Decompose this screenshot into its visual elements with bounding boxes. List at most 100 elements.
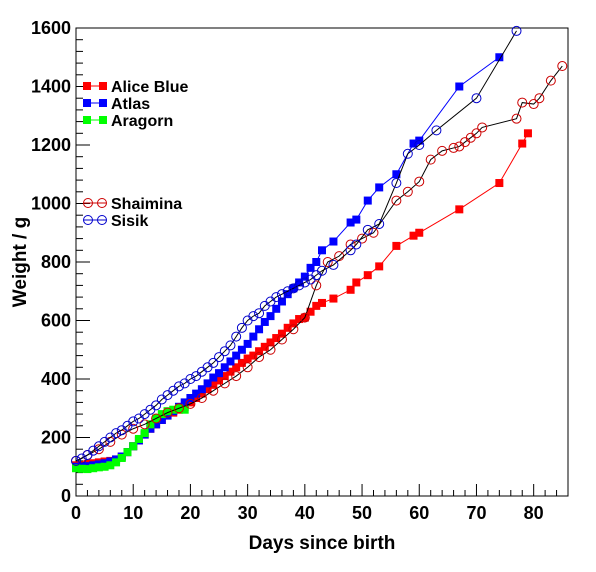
data-point [226, 367, 235, 376]
data-point [140, 429, 149, 438]
data-point [346, 285, 355, 294]
data-point [329, 237, 338, 246]
y-tick-label: 1000 [31, 194, 71, 214]
data-point [232, 363, 241, 372]
y-tick-label: 400 [41, 369, 71, 389]
data-point [146, 420, 155, 429]
data-point [402, 148, 413, 159]
data-point [346, 218, 355, 227]
data-point [288, 283, 299, 294]
data-point [254, 352, 265, 363]
data-point [289, 319, 298, 328]
series-line [75, 65, 563, 462]
data-point [518, 139, 527, 148]
legend-marker [97, 215, 107, 225]
data-point [375, 262, 384, 271]
y-tick-label: 1600 [31, 18, 71, 38]
data-point [248, 311, 259, 322]
y-axis-title: Weight / g [10, 217, 31, 307]
legend-item: Shaimina [83, 196, 182, 213]
data-point [260, 317, 269, 326]
data-point [157, 415, 166, 424]
legend-label: Aragorn [111, 113, 173, 130]
data-point [76, 453, 87, 464]
series-line [75, 30, 517, 462]
data-point [139, 419, 150, 430]
data-point [203, 385, 212, 394]
data-point [317, 265, 327, 276]
data-point [180, 405, 189, 414]
x-tick-label: 60 [409, 503, 429, 523]
y-tick-label: 1400 [31, 77, 71, 97]
data-point [391, 178, 402, 189]
data-point [312, 301, 321, 310]
data-point [186, 394, 195, 403]
data-point [219, 346, 230, 357]
data-point [146, 424, 155, 433]
data-point [134, 434, 143, 443]
data-point [288, 324, 299, 335]
data-point [272, 304, 281, 313]
data-point [523, 129, 532, 138]
legend-item: Sisik [83, 213, 148, 230]
legend-marker [99, 116, 107, 124]
data-point [299, 312, 310, 323]
data-point [272, 334, 281, 343]
legend-marker [83, 215, 93, 225]
data-point [208, 385, 219, 396]
x-axis-title: Days since birth [249, 533, 396, 554]
series-line [76, 133, 529, 466]
data-point [557, 61, 568, 72]
data-point [169, 405, 178, 414]
legend-marker [99, 82, 107, 90]
data-point [117, 453, 126, 462]
data-point [471, 128, 482, 139]
data-point [163, 407, 172, 416]
data-point [203, 379, 212, 388]
data-point [209, 380, 218, 389]
data-point [375, 183, 384, 192]
data-point [300, 272, 309, 281]
data-point [328, 259, 339, 270]
data-point [186, 398, 195, 407]
data-point [83, 465, 92, 474]
legend-label: Sisik [111, 213, 148, 230]
legend-marker [99, 99, 107, 107]
data-point [306, 263, 315, 272]
data-point [185, 374, 196, 384]
data-point [237, 358, 246, 367]
data-point [100, 462, 109, 471]
y-tick-label: 0 [61, 486, 71, 506]
data-point [351, 239, 362, 250]
data-point [254, 308, 265, 319]
data-point [266, 312, 275, 321]
data-point [322, 257, 333, 267]
data-point [415, 228, 424, 237]
x-tick-label: 50 [352, 503, 372, 523]
data-point [318, 298, 326, 307]
data-point [77, 464, 86, 473]
y-tick-label: 1200 [31, 135, 71, 155]
y-tick-label: 200 [41, 428, 71, 448]
data-point [219, 378, 230, 389]
data-point [282, 286, 293, 297]
data-point [517, 97, 528, 108]
x-tick-label: 80 [524, 503, 544, 523]
x-tick-label: 10 [123, 503, 143, 523]
data-point [236, 322, 247, 333]
data-point [249, 351, 258, 360]
data-point [368, 227, 379, 238]
data-point [71, 455, 81, 466]
data-point [215, 369, 224, 378]
data-point [255, 325, 264, 334]
data-point [409, 231, 418, 240]
data-point [363, 196, 372, 205]
data-point [151, 413, 162, 424]
x-axis: 0 10 20 30 40 50 60 70 80 [71, 484, 569, 523]
data-point [283, 290, 292, 299]
data-point [89, 464, 98, 473]
data-point [276, 334, 287, 345]
data-point [208, 357, 219, 368]
data-point [94, 463, 103, 472]
